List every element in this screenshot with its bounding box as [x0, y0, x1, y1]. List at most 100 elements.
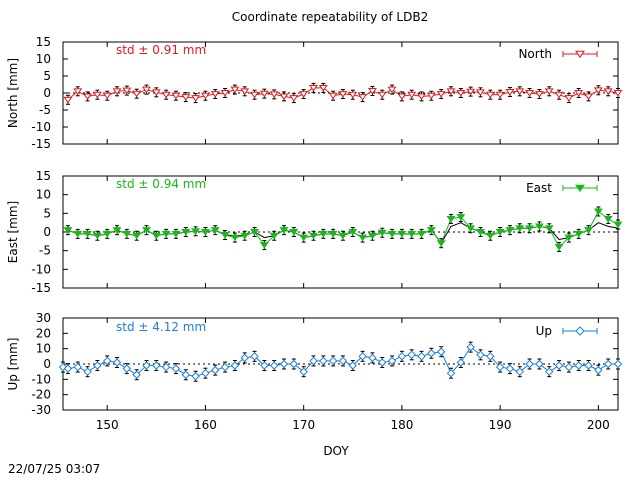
data-point — [318, 230, 328, 238]
timestamp: 22/07/25 03:07 — [8, 462, 100, 476]
data-point — [220, 90, 230, 97]
data-point — [269, 232, 279, 240]
data-point — [191, 95, 201, 102]
data-point — [63, 227, 73, 234]
std-label: std ± 0.91 mm — [116, 43, 206, 57]
data-point — [446, 368, 456, 378]
legend-label: East — [526, 181, 552, 195]
data-point — [358, 352, 367, 361]
std-label: std ± 0.94 mm — [116, 177, 206, 191]
data-point — [485, 91, 495, 99]
data-point — [260, 361, 269, 370]
data-point — [603, 359, 613, 369]
data-point — [544, 225, 554, 232]
data-point — [309, 84, 318, 92]
data-point — [211, 365, 220, 375]
data-point — [200, 92, 210, 100]
data-point — [289, 95, 299, 102]
y-tick-label: -10 — [31, 372, 51, 386]
x-tick-label: 180 — [390, 418, 413, 432]
data-point — [309, 356, 318, 366]
data-point — [593, 87, 603, 94]
data-point — [515, 225, 525, 232]
data-point — [328, 230, 338, 238]
data-point — [210, 227, 220, 234]
data-point — [279, 93, 289, 101]
data-point — [92, 232, 102, 240]
data-point — [436, 347, 446, 356]
data-point — [387, 230, 397, 238]
data-point — [613, 221, 623, 229]
data-point — [367, 88, 377, 95]
y-tick-label: 30 — [36, 311, 51, 325]
data-point — [151, 89, 161, 97]
y-axis-label: Up [mm] — [6, 338, 20, 391]
data-point — [240, 232, 250, 240]
data-point — [436, 91, 446, 98]
data-point — [534, 91, 544, 98]
data-point — [132, 90, 142, 98]
data-point — [259, 90, 269, 98]
data-point — [122, 364, 132, 373]
data-point — [338, 232, 348, 240]
y-tick-label: -15 — [31, 137, 51, 151]
data-point — [220, 362, 230, 372]
data-point — [348, 229, 358, 236]
data-point — [397, 93, 407, 101]
data-point — [515, 88, 525, 96]
y-tick-label: 0 — [43, 86, 51, 100]
x-tick-label: 150 — [96, 418, 119, 432]
data-point — [476, 229, 485, 236]
data-point — [574, 230, 584, 238]
data-point — [495, 91, 505, 99]
y-tick-label: 20 — [36, 326, 51, 340]
data-point — [358, 94, 368, 101]
data-point — [368, 353, 377, 363]
series-line — [67, 210, 619, 248]
data-point — [279, 227, 289, 234]
x-tick-label: 170 — [292, 418, 315, 432]
y-tick-label: -10 — [31, 262, 51, 276]
data-point — [456, 90, 466, 97]
data-point — [505, 364, 515, 373]
data-point — [426, 92, 436, 100]
data-point — [594, 365, 603, 375]
data-point — [112, 88, 122, 96]
data-point — [495, 229, 505, 236]
data-point — [83, 367, 92, 376]
data-point — [525, 90, 535, 97]
data-point — [456, 214, 466, 221]
panel-east: 15 10 5 0 -5 -10 -15 East [mm] std ± 0.94 mm East — [6, 169, 623, 295]
data-point — [584, 361, 593, 370]
data-point — [486, 352, 495, 361]
data-point — [426, 227, 436, 234]
data-point — [476, 89, 485, 97]
data-point — [456, 358, 466, 367]
data-point — [230, 86, 240, 94]
data-point — [122, 87, 132, 95]
y-tick-label: 0 — [43, 357, 51, 371]
data-point — [564, 95, 574, 102]
data-point — [338, 91, 348, 98]
data-point — [525, 225, 535, 232]
data-point — [584, 227, 593, 234]
data-point — [240, 88, 250, 96]
data-point — [259, 242, 269, 249]
y-tick-label: -5 — [39, 244, 51, 258]
data-point — [181, 229, 191, 236]
data-point — [191, 372, 200, 381]
panels-group: 15 10 5 0 -5 -10 -15 North [mm] std ± 0.91 mm Nor… — [6, 35, 623, 417]
data-point — [83, 230, 92, 238]
x-axis-tick-labels: 150 160 170 180 190 200 — [96, 418, 610, 432]
data-point — [377, 229, 387, 237]
data-point — [328, 92, 338, 100]
data-point — [181, 94, 191, 101]
data-point — [92, 91, 102, 99]
y-tick-label: -10 — [31, 120, 51, 134]
y-tick-label: 15 — [36, 169, 51, 183]
std-label: std ± 4.12 mm — [116, 320, 206, 334]
data-point — [102, 92, 112, 100]
data-point — [407, 230, 417, 238]
data-point — [93, 361, 102, 370]
y-tick-label: -15 — [31, 281, 51, 295]
